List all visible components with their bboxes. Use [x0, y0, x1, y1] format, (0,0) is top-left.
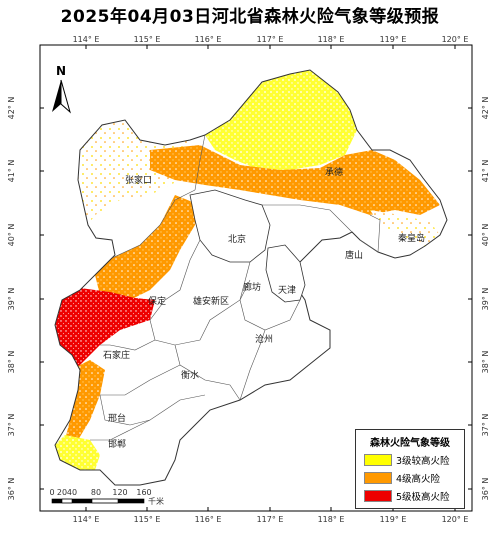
lat-tick-left: 40° N	[7, 224, 16, 247]
lon-tick-bottom: 120° E	[442, 515, 469, 524]
lat-tick-left: 37° N	[7, 414, 16, 437]
scale-label: 120	[112, 488, 127, 497]
risk-level4-chengde	[150, 145, 440, 215]
scale-bar: 0 20 40 80 120 160 千米	[49, 488, 164, 506]
lat-tick-right: 36° N	[481, 478, 490, 501]
scale-unit: 千米	[148, 496, 164, 506]
legend: 森林火险气象等级 3级较高火险 4级高火险 5级极高火险	[355, 429, 465, 509]
legend-swatch	[364, 490, 392, 502]
lat-tick-right: 39° N	[481, 288, 490, 311]
city-label-chengde: 承德	[325, 166, 343, 178]
scale-label: 80	[91, 488, 101, 497]
scale-label: 160	[136, 488, 151, 497]
longitude-ticks: 114° E 115° E 116° E 117° E 118° E 119° …	[73, 35, 469, 524]
lon-tick-top: 116° E	[195, 35, 222, 44]
city-labels: 张家口 承德 北京 秦皇岛 唐山 天津 廊坊 保定 雄安新区 沧州 石家庄 衡水…	[103, 166, 425, 450]
beijing-area	[189, 189, 271, 263]
risk-level5-taihang	[55, 288, 155, 370]
north-label: N	[56, 64, 66, 78]
legend-title: 森林火险气象等级	[370, 438, 450, 449]
lat-tick-right: 41° N	[481, 160, 490, 183]
lat-tick-right: 38° N	[481, 351, 490, 374]
lon-tick-top: 114° E	[73, 35, 100, 44]
legend-label: 4级高火险	[396, 474, 441, 485]
risk-sparse-northwest	[78, 120, 200, 225]
north-arrow-right-icon	[60, 79, 71, 114]
city-label-shijiazhuang: 石家庄	[103, 349, 130, 361]
lon-tick-top: 119° E	[380, 35, 407, 44]
risk-level3-handan	[55, 435, 100, 470]
legend-swatch	[364, 472, 392, 484]
lat-tick-right: 37° N	[481, 414, 490, 437]
scale-label: 0	[49, 488, 54, 497]
legend-item: 4级高火险	[364, 471, 464, 485]
lon-tick-top: 120° E	[442, 35, 469, 44]
prefecture-boundaries	[90, 134, 381, 441]
legend-label: 5级极高火险	[396, 492, 450, 503]
fire-risk-areas	[55, 70, 440, 470]
city-label-xingtai: 邢台	[108, 412, 126, 424]
legend-item: 3级较高火险	[364, 453, 464, 467]
lon-tick-top: 117° E	[257, 35, 284, 44]
lat-tick-left: 41° N	[7, 160, 16, 183]
lon-tick-top: 118° E	[318, 35, 345, 44]
risk-sparse-qinhuangdao	[370, 210, 440, 246]
risk-level3-chengde-north	[205, 70, 357, 170]
lon-tick-bottom: 116° E	[195, 515, 222, 524]
lon-tick-bottom: 115° E	[134, 515, 161, 524]
legend-swatch	[364, 454, 392, 466]
city-label-baoding: 保定	[148, 295, 166, 307]
city-label-tianjin: 天津	[278, 285, 296, 296]
latitude-ticks: 42° N 41° N 40° N 39° N 38° N 37° N 36° …	[7, 97, 490, 501]
lon-tick-bottom: 117° E	[257, 515, 284, 524]
legend-label: 3级较高火险	[396, 456, 450, 467]
risk-level4-west-strip	[95, 195, 200, 300]
lat-tick-left: 39° N	[7, 288, 16, 311]
north-arrow: N	[52, 64, 71, 114]
city-label-cangzhou: 沧州	[255, 333, 273, 345]
city-label-xiongan: 雄安新区	[193, 295, 229, 307]
lat-tick-right: 42° N	[481, 97, 490, 120]
north-arrow-left-icon	[52, 80, 61, 112]
lat-tick-left: 42° N	[7, 97, 16, 120]
city-label-handan: 邯郸	[108, 438, 126, 450]
map-frame	[39, 44, 473, 512]
city-label-zhangjiakou: 张家口	[125, 174, 152, 186]
lon-tick-bottom: 114° E	[73, 515, 100, 524]
lon-tick-top: 115° E	[134, 35, 161, 44]
lon-tick-bottom: 118° E	[318, 515, 345, 524]
lat-tick-right: 40° N	[481, 224, 490, 247]
city-label-hengshui: 衡水	[181, 369, 199, 381]
city-label-qinhuangdao: 秦皇岛	[398, 232, 425, 244]
lat-tick-left: 38° N	[7, 351, 16, 374]
legend-item: 5级极高火险	[364, 489, 464, 503]
scale-label: 40	[67, 488, 77, 497]
lon-tick-bottom: 119° E	[380, 515, 407, 524]
city-label-langfang: 廊坊	[243, 281, 261, 293]
map-title: 2025年04月03日河北省森林火险气象等级预报	[60, 7, 440, 27]
lat-tick-left: 36° N	[7, 478, 16, 501]
city-label-beijing: 北京	[228, 233, 246, 245]
city-label-tangshan: 唐山	[345, 249, 363, 261]
scale-label: 20	[57, 488, 67, 497]
